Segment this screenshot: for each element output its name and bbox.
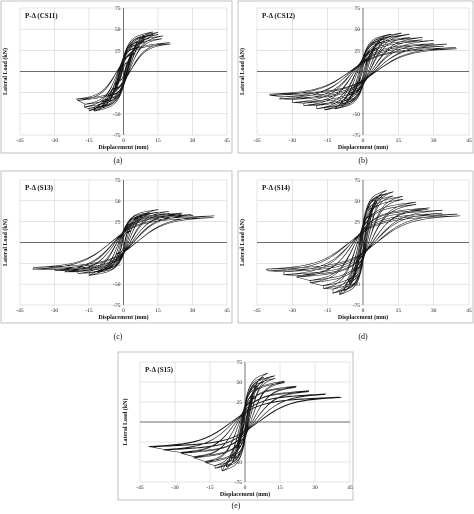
y-tick-label: -50 xyxy=(235,460,243,466)
x-tick-label: 45 xyxy=(347,485,353,491)
x-axis-title: Displacement (mm) xyxy=(98,144,148,151)
y-tick-label: -75 xyxy=(113,303,121,309)
y-tick-label: 50 xyxy=(355,199,361,205)
chart-title: P-Δ (CS12) xyxy=(262,12,296,20)
panel-frame xyxy=(237,0,474,154)
x-tick-label: -45 xyxy=(16,138,24,144)
panel-caption: (a) xyxy=(114,156,123,165)
panel-caption: (e) xyxy=(232,501,241,510)
x-tick-label: -30 xyxy=(51,138,59,144)
x-tick-label: 45 xyxy=(224,308,230,314)
x-tick-label: 0 xyxy=(122,308,125,314)
y-tick-label: -50 xyxy=(113,282,121,288)
hysteresis-curve xyxy=(265,190,461,295)
chart-title: P-Δ (S14) xyxy=(262,184,291,192)
x-tick-label: 30 xyxy=(190,138,196,144)
y-tick-label: -50 xyxy=(353,112,361,118)
x-tick-label: -30 xyxy=(171,485,179,491)
x-tick-label: 0 xyxy=(122,138,125,144)
chart-title: P-Δ (CS11) xyxy=(25,12,58,20)
x-tick-label: 0 xyxy=(244,485,247,491)
y-axis-title: Lateral Load (kN) xyxy=(239,48,246,95)
y-tick-label: 50 xyxy=(115,199,121,205)
y-tick-label: 25 xyxy=(115,220,121,226)
y-tick-label: 75 xyxy=(355,178,361,184)
y-tick-label: 25 xyxy=(355,48,361,54)
y-tick-label: -75 xyxy=(353,303,361,309)
y-tick-label: -75 xyxy=(113,133,121,139)
hysteresis-curve xyxy=(32,209,215,276)
y-tick-label: 75 xyxy=(355,6,361,12)
x-tick-label: -15 xyxy=(206,485,214,491)
hysteresis-curve xyxy=(148,372,342,472)
y-tick-label: 75 xyxy=(115,178,121,184)
y-tick-label: 75 xyxy=(115,6,121,12)
hysteresis-curve xyxy=(76,31,171,112)
x-tick-label: -15 xyxy=(85,138,93,144)
y-tick-label: 50 xyxy=(237,380,243,386)
x-axis-title: Displacement (mm) xyxy=(98,314,148,321)
panel-caption: (c) xyxy=(114,332,123,341)
x-tick-label: -45 xyxy=(16,308,24,314)
x-tick-label: 30 xyxy=(431,138,437,144)
x-tick-label: 15 xyxy=(396,308,402,314)
x-tick-label: 45 xyxy=(466,138,472,144)
chart-title: P-Δ (S15) xyxy=(145,366,174,374)
y-tick-label: 50 xyxy=(115,27,121,33)
hysteresis-curve xyxy=(269,32,457,111)
panel-frame xyxy=(0,0,233,154)
y-tick-label: 75 xyxy=(237,360,243,366)
x-tick-label: -45 xyxy=(136,485,144,491)
x-tick-label: -15 xyxy=(85,308,93,314)
x-tick-label: -45 xyxy=(253,138,261,144)
x-tick-label: 0 xyxy=(362,138,365,144)
x-axis-title: Displacement (mm) xyxy=(338,314,388,321)
y-tick-label: 50 xyxy=(355,27,361,33)
x-tick-label: 45 xyxy=(466,308,472,314)
y-axis-title: Lateral Load (kN) xyxy=(239,219,246,266)
y-tick-label: 25 xyxy=(355,220,361,226)
panel-caption: (b) xyxy=(358,156,368,165)
x-tick-label: 15 xyxy=(155,138,161,144)
panel-frame xyxy=(0,170,233,324)
x-axis-title: Displacement (mm) xyxy=(338,144,388,151)
panel-frame xyxy=(237,170,474,324)
x-tick-label: 45 xyxy=(224,138,230,144)
x-tick-label: 30 xyxy=(431,308,437,314)
x-axis-title: Displacement (mm) xyxy=(220,491,270,498)
x-tick-label: -15 xyxy=(324,308,332,314)
y-tick-label: -25 xyxy=(353,261,361,267)
y-tick-label: -75 xyxy=(353,133,361,139)
y-axis-title: Lateral Load (kN) xyxy=(2,219,9,266)
panel-caption: (d) xyxy=(358,332,368,341)
panel-frame xyxy=(117,351,354,501)
y-axis-title: Lateral Load (kN) xyxy=(2,48,9,95)
chart-title: P-Δ (S13) xyxy=(25,184,54,192)
x-tick-label: -45 xyxy=(253,308,261,314)
x-tick-label: -30 xyxy=(289,308,297,314)
x-tick-label: 30 xyxy=(312,485,318,491)
y-axis-title: Lateral Load (kN) xyxy=(122,399,129,446)
y-tick-label: 25 xyxy=(115,48,121,54)
y-tick-label: 25 xyxy=(237,400,243,406)
x-tick-label: -30 xyxy=(51,308,59,314)
x-tick-label: -30 xyxy=(289,138,297,144)
x-tick-label: 15 xyxy=(396,138,402,144)
x-tick-label: -15 xyxy=(324,138,332,144)
x-tick-label: 15 xyxy=(277,485,283,491)
x-tick-label: 30 xyxy=(190,308,196,314)
y-tick-label: -50 xyxy=(113,112,121,118)
y-tick-label: -50 xyxy=(353,282,361,288)
x-tick-label: 15 xyxy=(155,308,161,314)
x-tick-label: 0 xyxy=(362,308,365,314)
y-tick-label: -75 xyxy=(235,480,243,486)
